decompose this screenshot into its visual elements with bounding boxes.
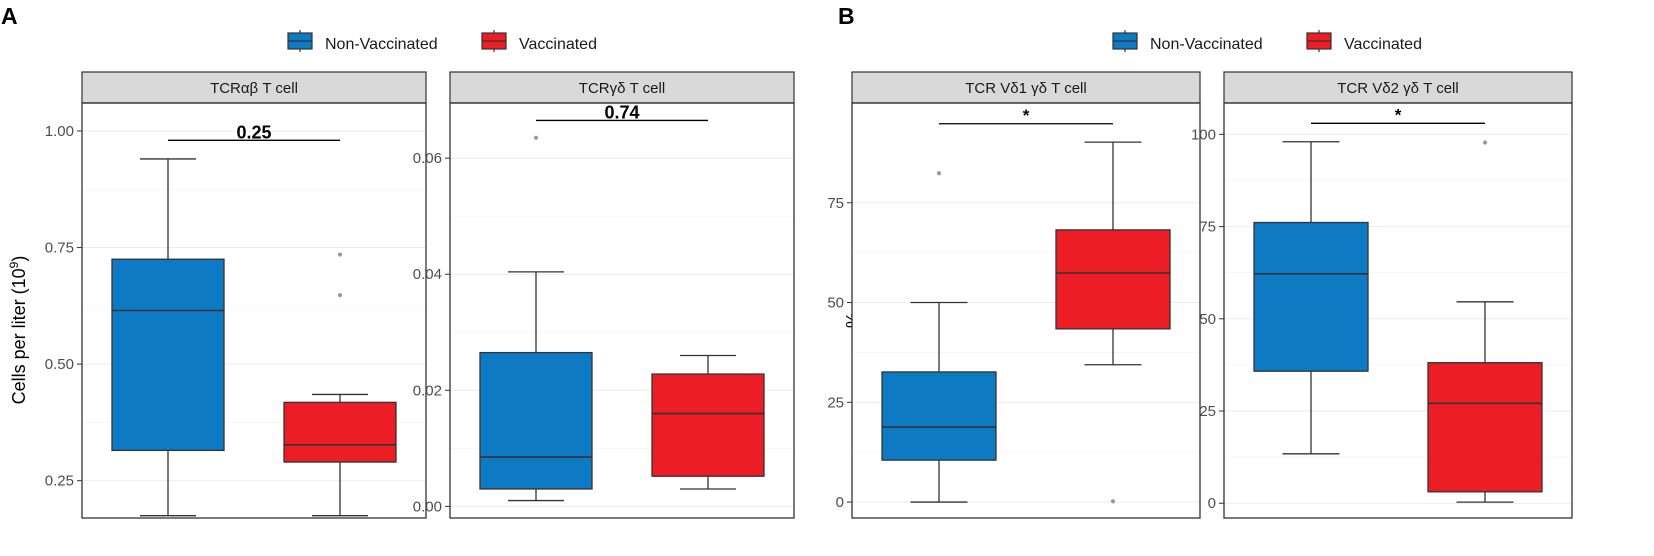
legend-a-label-vaccinated: Vaccinated [519, 36, 597, 53]
y-tick-label: 75 [827, 195, 844, 212]
outlier-point [337, 252, 343, 257]
box-iqr [111, 258, 225, 452]
y-tick-label: 0 [1208, 495, 1216, 512]
y-tick-label: 75 [1199, 219, 1216, 236]
legend-a: Non-Vaccinated Vaccinated [287, 30, 597, 53]
panel-label-b: B [838, 3, 855, 29]
y-tick-label: 0 [836, 494, 844, 511]
facet-title: TCR Vδ2 γδ T cell [1337, 80, 1458, 97]
panel-border [851, 102, 1201, 519]
box-vaccinated [651, 354, 765, 490]
legend-b-key-non-vaccinated [1112, 30, 1138, 52]
y-tick-label: 1.00 [45, 123, 74, 140]
outlier-point [1482, 140, 1488, 145]
outlier-point [533, 135, 539, 140]
y-tick-label: 50 [1199, 311, 1216, 328]
legend-a-label-non-vaccinated: Non-Vaccinated [325, 36, 438, 53]
legend-b: Non-Vaccinated Vaccinated [1112, 30, 1422, 53]
outlier-point [1110, 499, 1116, 504]
box-non-vaccinated [881, 171, 997, 503]
panel-border [449, 102, 795, 519]
legend-b-label-non-vaccinated: Non-Vaccinated [1150, 36, 1263, 53]
box-iqr [283, 401, 397, 463]
significance-label: 0.74 [604, 102, 639, 122]
box-non-vaccinated [111, 158, 225, 517]
box-vaccinated [283, 252, 397, 517]
box-iqr [1427, 362, 1543, 493]
y-tick-label: 25 [1199, 403, 1216, 420]
y-axis-title-a: Cells per liter (109) [7, 256, 29, 405]
legend-b-key-vaccinated [1306, 30, 1332, 52]
y-tick-label: 25 [827, 394, 844, 411]
y-tick-label: 0.06 [413, 150, 442, 167]
facet-title: TCRγδ T cell [579, 80, 665, 97]
legend-a-key-vaccinated [481, 30, 507, 52]
facet-4: 0 25 50 75 100 * TCR Vδ2 γδ T cell [1191, 71, 1573, 519]
outlier-point [337, 293, 343, 298]
facet-strip [1223, 71, 1573, 104]
panel-border [81, 102, 427, 519]
y-tick-label: 50 [827, 295, 844, 312]
box-iqr [479, 351, 593, 490]
outlier-point [936, 171, 942, 176]
y-tick-label: 0.04 [413, 266, 442, 283]
y-axis-title-a-close: ) [9, 256, 29, 262]
y-axis-title-a-sup: 9 [7, 261, 21, 268]
box-iqr [1055, 229, 1171, 330]
box-vaccinated [1055, 141, 1171, 504]
facet-2: 0.00 0.02 0.04 0.06 0.74 TCRγδ T cell [413, 71, 795, 519]
facet-1: 0.25 0.50 0.75 1.00 0.25 TCRαβ T cell [45, 71, 427, 519]
y-tick-label: 0.50 [45, 356, 74, 373]
facet-title: TCR Vδ1 γδ T cell [965, 80, 1086, 97]
facet-strip [81, 71, 427, 104]
facet-3: 0 25 50 75 * TCR Vδ1 γδ T cell [827, 71, 1201, 519]
legend-a-key-non-vaccinated [287, 30, 313, 52]
significance-label: * [1395, 105, 1402, 124]
facets: 0.25 0.50 0.75 1.00 0.25 TCRαβ T cell 0.00 0.02… [45, 71, 1573, 519]
y-tick-label: 0.75 [45, 240, 74, 257]
facet-strip [449, 71, 795, 104]
box-vaccinated [1427, 140, 1543, 503]
y-tick-label: 100 [1191, 126, 1216, 143]
facet-strip [851, 71, 1201, 104]
y-tick-label: 0.25 [45, 473, 74, 490]
box-non-vaccinated [1253, 141, 1369, 455]
box-iqr [651, 373, 765, 477]
facet-title: TCRαβ T cell [210, 80, 298, 97]
y-tick-label: 0.02 [413, 382, 442, 399]
y-tick-label: 0.00 [413, 498, 442, 515]
legend-b-label-vaccinated: Vaccinated [1344, 36, 1422, 53]
y-axis-title-a-text: Cells per liter (10 [9, 268, 29, 404]
significance-label: 0.25 [236, 122, 271, 142]
panel-border [1223, 102, 1573, 519]
box-iqr [1253, 221, 1369, 372]
box-iqr [881, 371, 997, 461]
significance-label: * [1023, 106, 1030, 125]
panel-label-a: A [1, 3, 18, 29]
box-non-vaccinated [479, 135, 593, 502]
